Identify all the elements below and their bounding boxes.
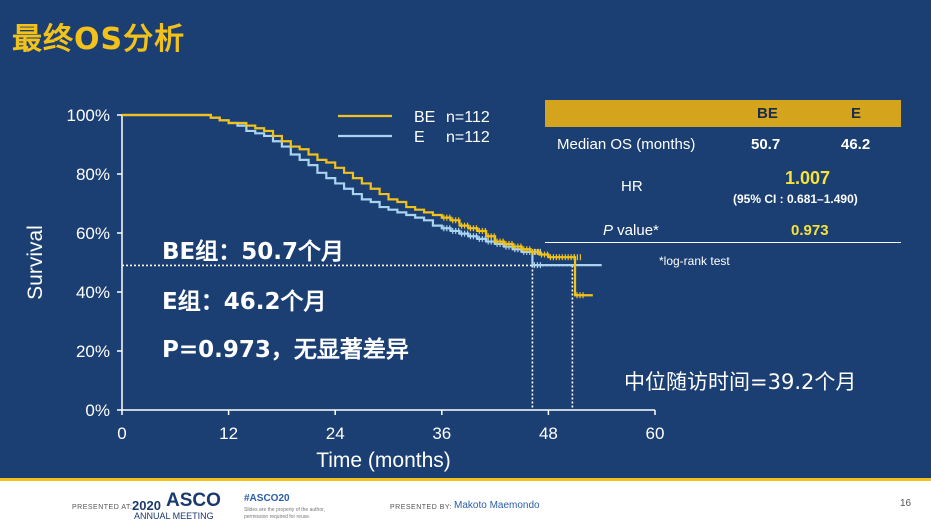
presented-at: PRESENTED AT: — [72, 504, 133, 511]
asco-logo: ASCO — [166, 490, 221, 511]
col-be: BE — [757, 105, 778, 122]
overlay-be: BE组：50.7个月 — [162, 239, 344, 265]
overlay-p: P=0.973，无显著差异 — [162, 337, 409, 363]
note-line2: permission required for reuse. — [244, 514, 311, 520]
hr-label: HR — [621, 178, 643, 195]
footnote: *log-rank test — [659, 254, 730, 268]
page-number: 16 — [900, 498, 912, 509]
survival-chart: 0 12 24 36 48 60 0% 20% 40% 60% 80% 100% Time (month… — [24, 106, 665, 472]
overlay-e: E组：46.2个月 — [162, 289, 327, 315]
y-tick-label: 100% — [67, 106, 110, 125]
p-label-rest: value* — [613, 222, 659, 239]
x-tick-label: 12 — [219, 424, 238, 443]
median-e: 46.2 — [841, 136, 871, 153]
footer: PRESENTED AT: 2020 ASCO ANNUAL MEETING #… — [0, 478, 931, 527]
x-axis-title: Time (months) — [316, 449, 451, 472]
x-tick-label: 48 — [539, 424, 558, 443]
y-tick-label: 80% — [76, 165, 110, 184]
y-tick-label: 60% — [76, 224, 110, 243]
y-axis-title: Survival — [24, 225, 47, 300]
median-be: 50.7 — [751, 136, 781, 153]
slide: 最终OS分析 0 12 24 36 48 60 0% 20% 40% 60% 80% 100% Time… — [0, 0, 931, 478]
legend-n-e: n=112 — [446, 129, 490, 146]
legend-label-be: BE — [414, 109, 435, 126]
y-tick-label: 20% — [76, 342, 110, 361]
x-tick-label: 0 — [117, 424, 126, 443]
y-tick-label: 0% — [85, 401, 110, 420]
x-tick-label: 36 — [432, 424, 451, 443]
hr-ci: (95% CI : 0.681–1.490) — [733, 192, 858, 206]
followup-text: 中位随访时间=39.2个月 — [624, 370, 857, 394]
y-tick-label: 40% — [76, 283, 110, 302]
p-label-italic: P — [603, 222, 614, 239]
x-tick-label: 24 — [326, 424, 345, 443]
km-curve-e — [122, 113, 602, 267]
slide-title: 最终OS分析 — [12, 22, 186, 57]
legend-label-e: E — [414, 129, 425, 146]
presenter-name: Makoto Maemondo — [454, 500, 540, 511]
note-line1: Slides are the property of the author, — [244, 507, 325, 513]
stats-header: BE E — [545, 100, 901, 127]
presented-by: PRESENTED BY: — [390, 504, 453, 511]
median-label: Median OS (months) — [557, 136, 696, 153]
asco-year: 2020 — [132, 498, 161, 513]
col-e: E — [851, 105, 862, 122]
hashtag: #ASCO20 — [244, 493, 290, 504]
x-tick-label: 60 — [646, 424, 665, 443]
p-value: 0.973 — [791, 222, 829, 239]
asco-sub: ANNUAL MEETING — [134, 511, 214, 521]
km-curve-be — [122, 113, 593, 297]
p-label: P value* — [603, 222, 659, 239]
table-divider — [545, 242, 901, 243]
hr-value: 1.007 — [785, 168, 831, 188]
legend-n-be: n=112 — [446, 109, 490, 126]
